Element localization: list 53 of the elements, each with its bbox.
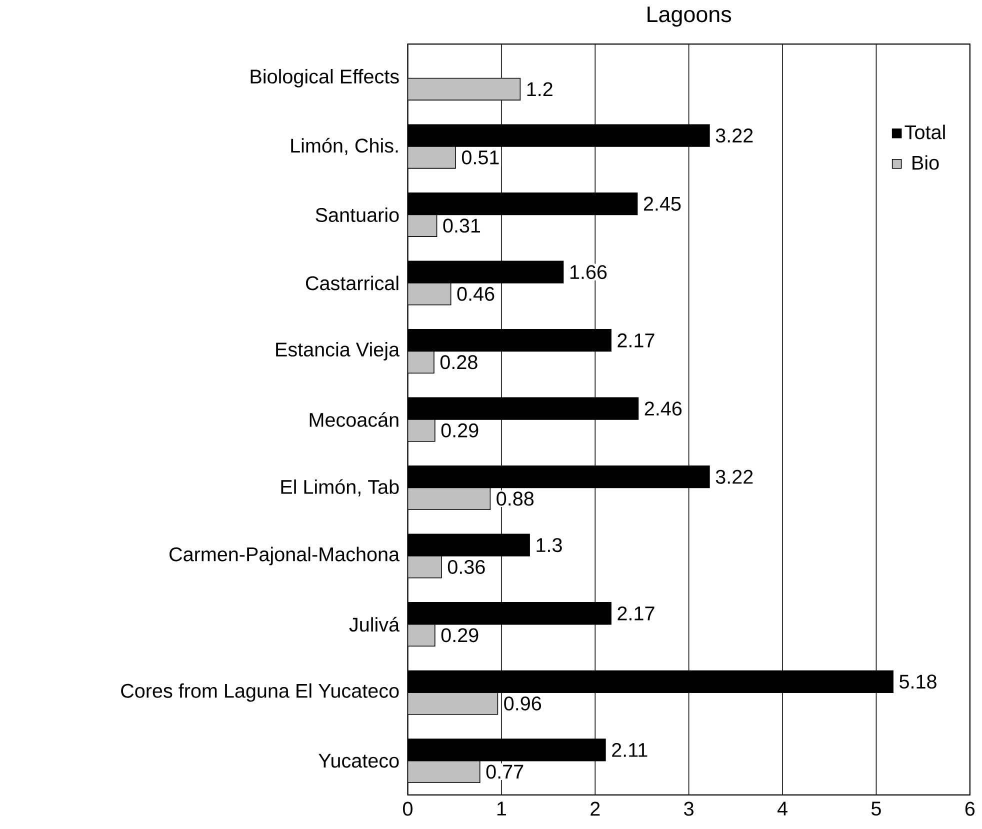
data-label: 0.36: [448, 560, 485, 574]
y-tick-label: El Limón, Tab: [281, 479, 399, 496]
bar: [408, 418, 436, 442]
y-tick-label: Mecoacán: [310, 412, 398, 427]
data-label: 0.29: [441, 423, 478, 438]
y-tick-label: Santuario: [316, 207, 399, 222]
y-tick-label: Yucateco: [318, 754, 399, 768]
data-label: 0.96: [504, 696, 542, 710]
data-label: 0.77: [486, 764, 524, 779]
bar: [408, 556, 442, 578]
bar: [408, 78, 521, 100]
data-label: 0.51: [462, 150, 499, 164]
data-label: 1.3: [536, 538, 562, 552]
data-label: 0.29: [441, 628, 478, 642]
bar: [408, 760, 480, 783]
data-label: 3.22: [716, 128, 753, 142]
legend-label: Total: [904, 124, 945, 140]
x-tick-label: 6: [965, 802, 975, 816]
data-label: 2.17: [618, 333, 654, 348]
x-tick-label: 0: [403, 802, 412, 816]
y-tick-label: Castarrical: [306, 276, 398, 290]
bar: [408, 282, 452, 306]
y-tick-label: Limón, Chis.: [291, 138, 398, 155]
bar: [408, 624, 436, 646]
bar: [408, 214, 438, 237]
bar: [408, 350, 434, 374]
x-tick-label: 4: [777, 802, 788, 816]
chart-title: Lagoons: [648, 6, 732, 27]
bar: [408, 692, 498, 715]
y-tick-label: Julivá: [349, 616, 400, 632]
data-label: 0.28: [440, 355, 478, 370]
data-label: 1.2: [527, 82, 552, 96]
y-tick-label: Carmen-Pajonal-Machona: [170, 546, 400, 566]
bar: [408, 487, 491, 510]
data-label: 2.11: [612, 742, 648, 757]
data-label: 3.22: [716, 470, 753, 484]
data-label: 1.66: [570, 264, 607, 279]
x-tick-label: 5: [871, 802, 881, 816]
data-label: 0.88: [496, 492, 534, 506]
legend-label: Bio: [912, 155, 939, 170]
data-label: 2.46: [644, 401, 682, 416]
data-label: 0.31: [443, 218, 480, 233]
data-label: 2.17: [618, 606, 654, 620]
y-tick-label: Cores from Laguna El Yucateco: [121, 683, 399, 702]
bar: [408, 146, 456, 169]
data-label: 0.46: [457, 286, 494, 301]
y-tick-label: Biological Effects: [250, 68, 399, 88]
x-tick-label: 1: [497, 802, 506, 816]
y-tick-label: Estancia Vieja: [276, 342, 400, 360]
data-label: 5.18: [900, 674, 936, 689]
x-tick-label: 3: [684, 802, 694, 816]
data-label: 2.45: [644, 196, 681, 211]
x-tick-label: 2: [590, 802, 600, 816]
